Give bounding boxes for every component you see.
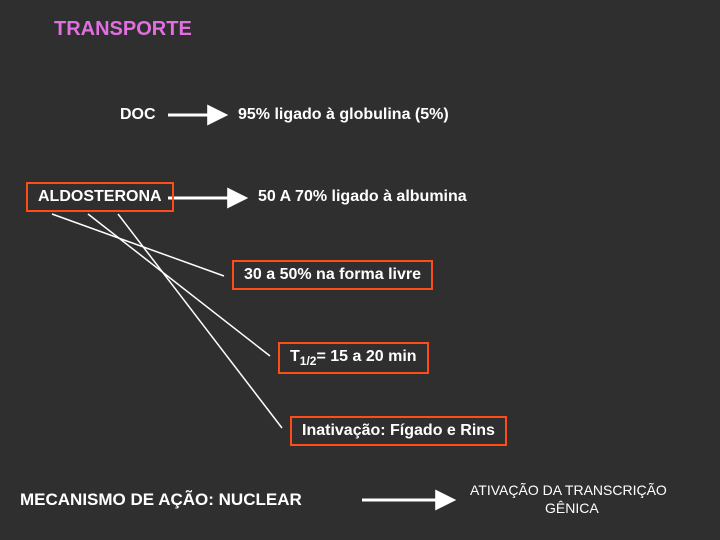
text-albumina: 50 A 70% ligado à albumina: [258, 188, 467, 206]
text-ativacao-line2: GÊNICA: [545, 500, 599, 516]
label-doc: DOC: [120, 106, 156, 124]
text-inativacao: Inativação: Fígado e Rins: [290, 416, 507, 446]
connector-line-0: [52, 214, 224, 276]
text-forma-livre: 30 a 50% na forma livre: [232, 260, 433, 290]
label-aldosterona: ALDOSTERONA: [26, 182, 174, 212]
text-t-half: T1/2= 15 a 20 min: [278, 342, 429, 374]
text-ativacao-line1: ATIVAÇÃO DA TRANSCRIÇÃO: [470, 482, 667, 498]
connector-line-2: [118, 214, 282, 428]
slide-stage: TRANSPORTE DOC ALDOSTERONA 95% ligado à glo…: [0, 0, 720, 540]
heading-mecanismo: MECANISMO DE AÇÃO: NUCLEAR: [20, 490, 302, 510]
section-title-transporte: TRANSPORTE: [54, 18, 192, 41]
text-globulina: 95% ligado à globulina (5%): [238, 106, 449, 124]
